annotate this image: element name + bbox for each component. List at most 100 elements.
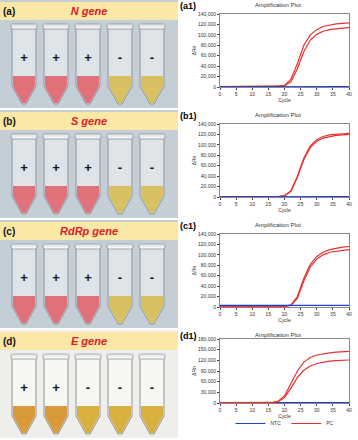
svg-text:5: 5	[235, 407, 238, 413]
svg-text:40: 40	[346, 91, 352, 97]
svg-text:0: 0	[219, 201, 222, 207]
svg-text:120,000: 120,000	[198, 241, 216, 247]
svg-text:E gene: E gene	[71, 335, 107, 347]
svg-text:80,000: 80,000	[201, 42, 217, 48]
svg-text:140,000: 140,000	[198, 11, 216, 17]
svg-text:ΔRn: ΔRn	[191, 155, 197, 165]
svg-text:+: +	[52, 50, 60, 65]
svg-text:120,000: 120,000	[198, 131, 216, 137]
svg-text:30: 30	[314, 91, 320, 97]
svg-text:+: +	[84, 270, 92, 285]
svg-text:15: 15	[266, 201, 272, 207]
svg-text:100,000: 100,000	[198, 32, 216, 38]
svg-text:-: -	[150, 270, 154, 285]
svg-text:5: 5	[235, 311, 238, 317]
svg-text:10: 10	[249, 311, 255, 317]
svg-text:80,000: 80,000	[201, 152, 217, 158]
svg-text:0: 0	[219, 91, 222, 97]
svg-text:-: -	[118, 270, 122, 285]
svg-text:N gene: N gene	[71, 5, 108, 17]
svg-text:+: +	[84, 50, 92, 65]
svg-text:40: 40	[346, 311, 352, 317]
svg-text:(b): (b)	[3, 116, 16, 127]
svg-text:ΔRn: ΔRn	[191, 366, 197, 376]
svg-text:+: +	[20, 50, 28, 65]
svg-text:25: 25	[298, 91, 304, 97]
svg-text:40,000: 40,000	[201, 173, 217, 179]
svg-text:Amplification Plot: Amplification Plot	[255, 112, 301, 118]
svg-text:10: 10	[249, 201, 255, 207]
svg-text:25: 25	[298, 201, 304, 207]
svg-text:15: 15	[266, 311, 272, 317]
svg-text:15: 15	[266, 91, 272, 97]
svg-text:150,000: 150,000	[198, 346, 216, 352]
svg-text:Cycle: Cycle	[278, 97, 291, 103]
svg-text:-: -	[118, 160, 122, 175]
svg-text:20,000: 20,000	[201, 73, 217, 79]
svg-text:20: 20	[282, 91, 288, 97]
svg-text:20,000: 20,000	[201, 293, 217, 299]
svg-text:140,000: 140,000	[198, 231, 216, 237]
svg-text:100,000: 100,000	[198, 252, 216, 258]
svg-text:+: +	[84, 160, 92, 175]
svg-text:-: -	[118, 380, 122, 395]
svg-text:+: +	[52, 160, 60, 175]
svg-text:25: 25	[298, 311, 304, 317]
svg-text:35: 35	[330, 407, 336, 413]
svg-text:Cycle: Cycle	[278, 413, 291, 419]
svg-text:RdRp gene: RdRp gene	[60, 225, 118, 237]
svg-text:ΔRn: ΔRn	[191, 45, 197, 55]
svg-text:30,000: 30,000	[201, 389, 217, 395]
svg-text:60,000: 60,000	[201, 378, 217, 384]
svg-text:20,000: 20,000	[201, 183, 217, 189]
svg-text:30: 30	[314, 407, 320, 413]
svg-text:ΔRn: ΔRn	[191, 265, 197, 275]
svg-text:40,000: 40,000	[201, 283, 217, 289]
svg-text:-: -	[86, 380, 90, 395]
svg-text:Amplification Plot: Amplification Plot	[255, 332, 301, 338]
svg-text:Amplification Plot: Amplification Plot	[255, 2, 301, 8]
svg-text:0: 0	[219, 407, 222, 413]
svg-text:-: -	[150, 50, 154, 65]
svg-text:60,000: 60,000	[201, 272, 217, 278]
svg-text:60,000: 60,000	[201, 52, 217, 58]
svg-text:0: 0	[213, 194, 216, 200]
svg-text:0: 0	[213, 304, 216, 310]
svg-text:PC: PC	[326, 420, 333, 426]
svg-text:-: -	[150, 380, 154, 395]
svg-text:20: 20	[282, 201, 288, 207]
svg-text:100,000: 100,000	[198, 142, 216, 148]
svg-text:5: 5	[235, 201, 238, 207]
svg-text:140,000: 140,000	[198, 121, 216, 127]
svg-text:+: +	[20, 380, 28, 395]
svg-text:+: +	[52, 270, 60, 285]
svg-text:0: 0	[213, 84, 216, 90]
svg-text:35: 35	[330, 91, 336, 97]
svg-text:30: 30	[314, 201, 320, 207]
svg-text:(a): (a)	[3, 6, 15, 17]
svg-text:(d): (d)	[3, 336, 16, 347]
svg-text:35: 35	[330, 311, 336, 317]
svg-text:+: +	[52, 380, 60, 395]
svg-text:-: -	[150, 160, 154, 175]
svg-text:Cycle: Cycle	[278, 317, 291, 323]
svg-text:0: 0	[213, 400, 216, 406]
svg-text:(c): (c)	[3, 226, 15, 237]
svg-text:35: 35	[330, 201, 336, 207]
svg-text:25: 25	[298, 407, 304, 413]
svg-text:40,000: 40,000	[201, 63, 217, 69]
svg-text:10: 10	[249, 407, 255, 413]
svg-text:0: 0	[219, 311, 222, 317]
svg-text:40: 40	[346, 407, 352, 413]
svg-text:20: 20	[282, 311, 288, 317]
svg-text:Amplification Plot: Amplification Plot	[255, 222, 301, 228]
svg-text:Cycle: Cycle	[278, 207, 291, 213]
svg-text:30: 30	[314, 311, 320, 317]
svg-text:120,000: 120,000	[198, 21, 216, 27]
svg-text:-: -	[118, 50, 122, 65]
svg-text:NTC: NTC	[271, 420, 282, 426]
svg-text:40: 40	[346, 201, 352, 207]
svg-text:15: 15	[266, 407, 272, 413]
svg-text:S gene: S gene	[71, 115, 107, 127]
svg-text:+: +	[20, 160, 28, 175]
